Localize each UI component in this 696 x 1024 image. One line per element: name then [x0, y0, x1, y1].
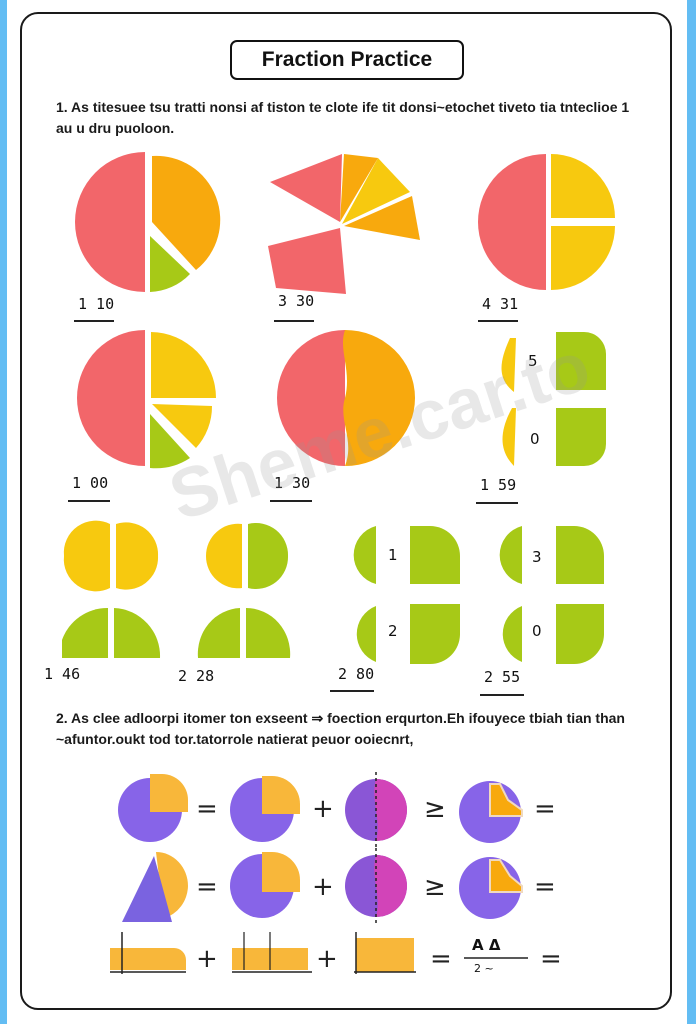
- quarter-tiles-3: [353, 526, 460, 664]
- bottom-bars: [110, 932, 528, 974]
- worksheet-title: Fraction Practice: [230, 40, 464, 80]
- quarter-label: 2 55: [484, 668, 521, 686]
- fraction-numerator: A Δ: [472, 936, 501, 954]
- pie-chart-2: [268, 154, 420, 294]
- quarter-tiles-2: [197, 522, 291, 658]
- quarter-label: 2 80: [338, 665, 375, 683]
- answer-line: [270, 500, 312, 502]
- pie-label: 1 59: [480, 476, 517, 494]
- compare-sign: ≥: [424, 872, 446, 902]
- instruction-2: 2. As clee adloorpi itomer ton exseent ⇒…: [56, 710, 625, 747]
- quarter-label: 2 28: [178, 667, 215, 685]
- quarter-number: 2: [388, 622, 398, 640]
- pie-label: 1 10: [78, 295, 115, 313]
- tile-number: 5: [528, 352, 538, 370]
- tile-number: 0: [530, 430, 540, 448]
- quarter-number: 0: [532, 622, 542, 640]
- equals-sign: =: [534, 872, 556, 902]
- left-border-strip: [0, 0, 7, 1024]
- equation-row-1: [118, 772, 523, 850]
- plus-sign: +: [316, 944, 338, 974]
- pie-label: 3 30: [278, 292, 315, 310]
- plus-sign: +: [196, 944, 218, 974]
- plus-sign: +: [312, 872, 334, 902]
- answer-line: [330, 690, 374, 692]
- instruction-1: 1. As titesuee tsu tratti nonsi af tisto…: [56, 99, 630, 136]
- answer-line: [274, 320, 314, 322]
- pie-chart-5: [277, 330, 415, 466]
- pie-label: 1 30: [274, 474, 311, 492]
- pie-chart-4: [77, 330, 216, 469]
- compare-sign: ≥: [424, 794, 446, 824]
- equals-sign: =: [430, 944, 452, 974]
- answer-line: [74, 320, 114, 322]
- right-border-strip: [687, 0, 696, 1024]
- tile-group-1: [501, 332, 606, 466]
- answer-line: [480, 694, 524, 696]
- equation-row-2: [122, 848, 523, 926]
- answer-line: [476, 502, 518, 504]
- quarter-label: 1 46: [44, 665, 81, 683]
- quarter-number: 1: [388, 546, 398, 564]
- quarter-tiles-1: [62, 520, 161, 658]
- pie-label: 1 00: [72, 474, 109, 492]
- equals-sign: =: [196, 872, 218, 902]
- equals-sign: =: [540, 944, 562, 974]
- answer-line: [478, 320, 518, 322]
- quarter-tiles-4: [499, 526, 604, 664]
- pie-chart-1: [75, 152, 221, 292]
- plus-sign: +: [312, 794, 334, 824]
- answer-line: [68, 500, 110, 502]
- quarter-number: 3: [532, 548, 542, 566]
- fraction-denominator: 2 ~: [474, 962, 494, 975]
- pie-label: 4 31: [482, 295, 519, 313]
- equals-sign: =: [196, 794, 218, 824]
- pie-chart-3: [478, 154, 615, 290]
- equals-sign: =: [534, 794, 556, 824]
